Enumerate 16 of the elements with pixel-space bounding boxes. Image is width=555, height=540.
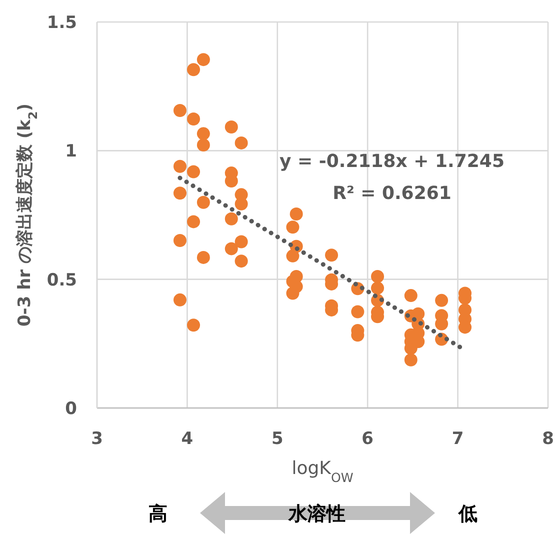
x-tick-label: 8 bbox=[542, 429, 554, 449]
x-tick-label: 6 bbox=[362, 429, 374, 449]
text: 低 bbox=[458, 503, 478, 525]
text: 水溶性 bbox=[288, 503, 346, 525]
annotation: R² = 0.6261 bbox=[332, 183, 452, 204]
x-tick-label: 3 bbox=[91, 429, 103, 449]
x-axis-title: logK$_{OW}$ bbox=[292, 458, 354, 484]
y-tick-label: 0.5 bbox=[46, 270, 77, 290]
y-tick-label: 1.5 bbox=[46, 13, 77, 33]
x-tick-label: 7 bbox=[452, 429, 464, 449]
y-tick-label: 1 bbox=[65, 142, 77, 162]
x-tick-label: 4 bbox=[181, 429, 194, 449]
text: 高 bbox=[148, 503, 168, 525]
y-tick-label: 0 bbox=[65, 399, 78, 419]
annotation: y = -0.2118x + 1.7245 bbox=[280, 151, 504, 172]
x-tick-label: 5 bbox=[271, 429, 284, 449]
